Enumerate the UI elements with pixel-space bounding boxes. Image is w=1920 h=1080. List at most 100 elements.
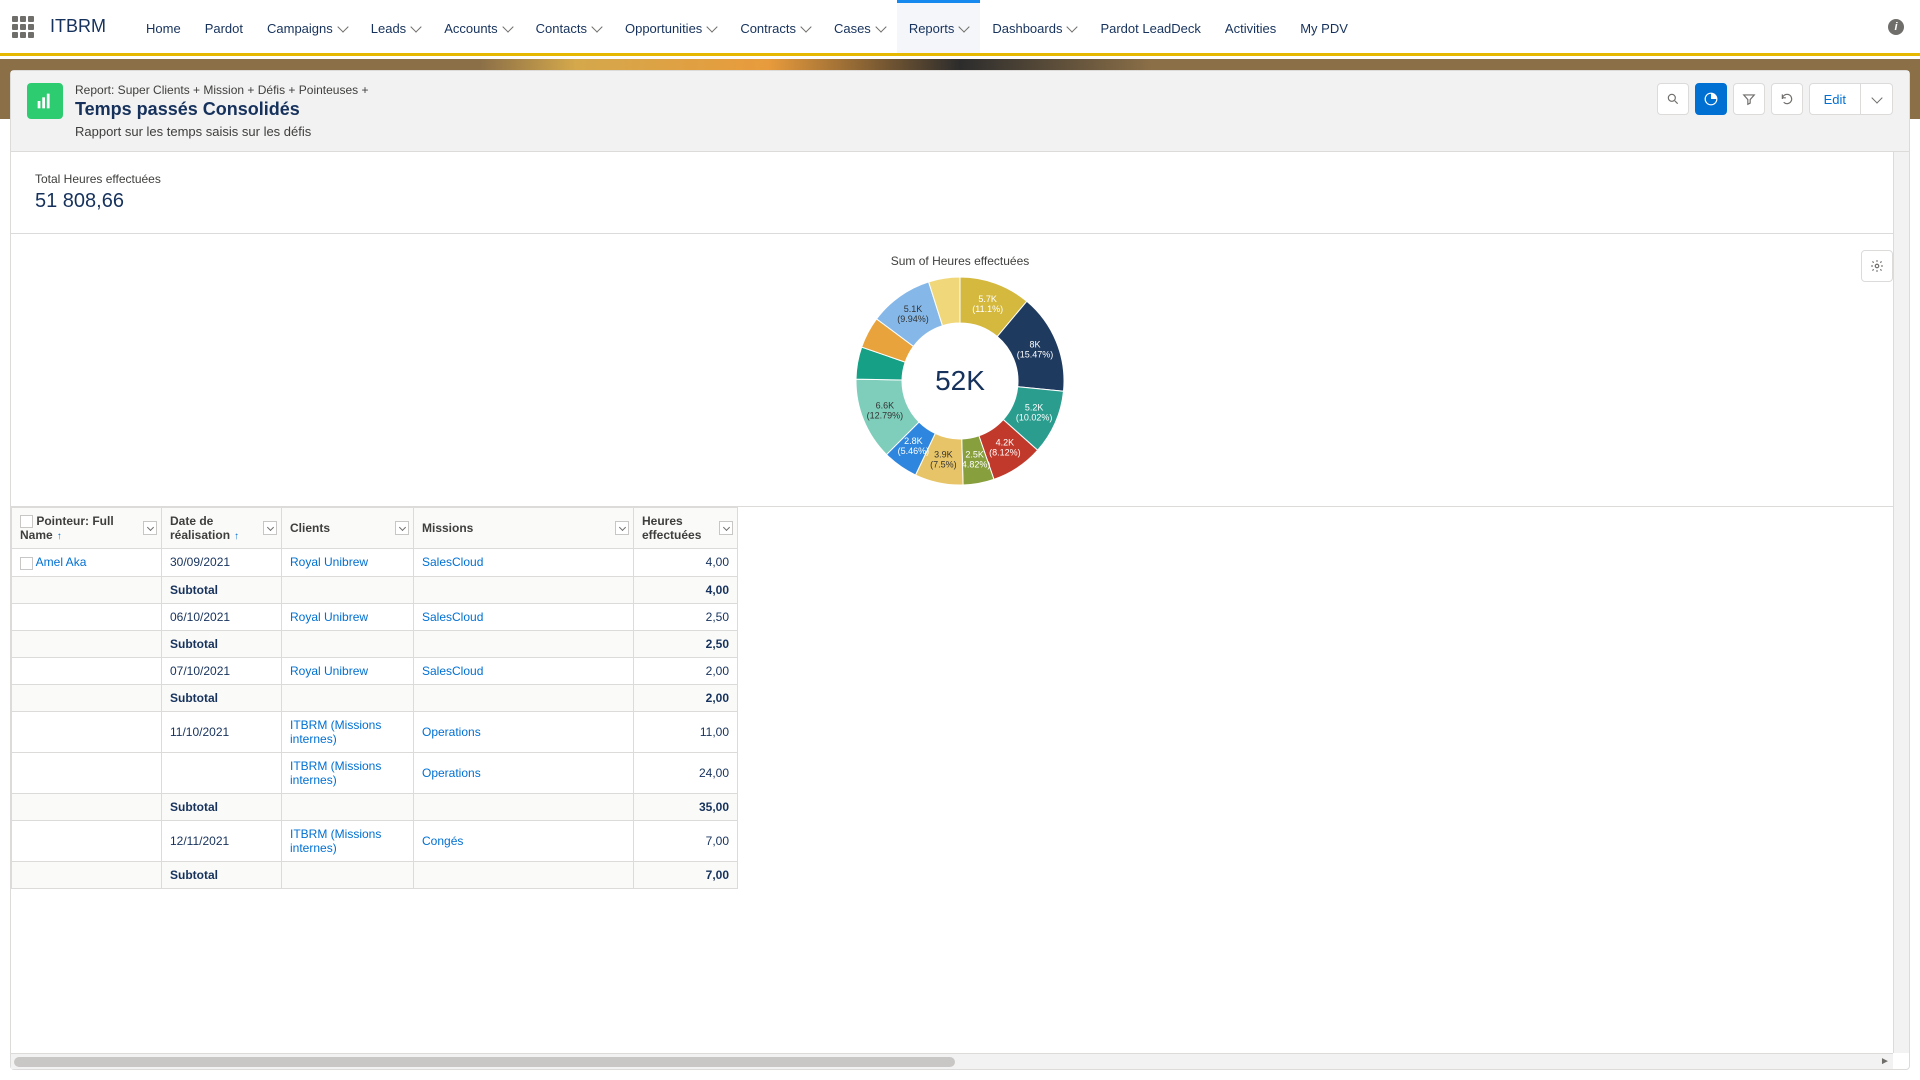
nav-tab-pardot[interactable]: Pardot	[193, 0, 255, 53]
cell-link[interactable]: ITBRM (Missions internes)	[290, 827, 381, 855]
slice-pct-label: (7.5%)	[930, 459, 957, 469]
row-checkbox[interactable]	[20, 557, 33, 570]
chart-section: Sum of Heures effectuées 5.7K(11.1%)8K(1…	[11, 234, 1909, 507]
cell-link[interactable]: SalesCloud	[422, 610, 483, 624]
refresh-button[interactable]	[1771, 83, 1803, 115]
table-cell	[282, 684, 414, 711]
nav-tab-label: Dashboards	[992, 21, 1062, 36]
cell-link[interactable]: SalesCloud	[422, 664, 483, 678]
table-cell	[282, 793, 414, 820]
vertical-scrollbar[interactable]	[1893, 152, 1909, 1053]
column-header[interactable]: Heures effectuées	[634, 508, 738, 549]
nav-tab-label: Pardot LeadDeck	[1100, 21, 1200, 36]
table-cell: 11,00	[634, 711, 738, 752]
app-launcher-icon[interactable]	[12, 16, 34, 38]
nav-tab-my-pdv[interactable]: My PDV	[1288, 0, 1360, 53]
metric-section: Total Heures effectuées 51 808,66	[11, 152, 1909, 234]
slice-value-label: 8K	[1029, 339, 1040, 349]
column-filter-icon[interactable]	[615, 521, 629, 535]
nav-tab-label: Accounts	[444, 21, 497, 36]
cell-value: Subtotal	[170, 583, 218, 597]
nav-tab-label: Contracts	[740, 21, 796, 36]
cell-link[interactable]: Amel Aka	[36, 555, 87, 569]
nav-tab-reports[interactable]: Reports	[897, 0, 981, 53]
nav-tab-opportunities[interactable]: Opportunities	[613, 0, 728, 53]
column-header[interactable]: Missions	[414, 508, 634, 549]
table-cell	[414, 684, 634, 711]
column-filter-icon[interactable]	[263, 521, 277, 535]
slice-pct-label: (10.02%)	[1016, 413, 1053, 423]
slice-value-label: 6.6K	[876, 400, 895, 410]
chevron-down-icon	[707, 21, 718, 32]
table-cell: 24,00	[634, 752, 738, 793]
nav-tab-label: Opportunities	[625, 21, 702, 36]
slice-pct-label: (8.12%)	[989, 447, 1021, 457]
cell-value: 4,00	[706, 583, 729, 597]
nav-tab-pardot-leaddeck[interactable]: Pardot LeadDeck	[1088, 0, 1212, 53]
table-cell	[12, 684, 162, 711]
cell-link[interactable]: Operations	[422, 766, 481, 780]
app-name: ITBRM	[50, 16, 106, 37]
slice-value-label: 2.8K	[904, 436, 923, 446]
nav-tab-contacts[interactable]: Contacts	[524, 0, 613, 53]
nav-tab-cases[interactable]: Cases	[822, 0, 897, 53]
scroll-thumb[interactable]	[14, 1057, 955, 1067]
horizontal-scrollbar[interactable]: ◄ ►	[11, 1053, 1893, 1069]
table-cell: 4,00	[634, 576, 738, 603]
slice-value-label: 5.2K	[1025, 403, 1044, 413]
nav-tab-contracts[interactable]: Contracts	[728, 0, 822, 53]
subtotal-row: Subtotal2,00	[12, 684, 738, 711]
column-filter-icon[interactable]	[143, 521, 157, 535]
info-icon[interactable]: i	[1888, 19, 1904, 35]
nav-tab-campaigns[interactable]: Campaigns	[255, 0, 359, 53]
nav-tab-accounts[interactable]: Accounts	[432, 0, 523, 53]
table-cell: Subtotal	[162, 630, 282, 657]
table-cell	[12, 576, 162, 603]
nav-tab-activities[interactable]: Activities	[1213, 0, 1288, 53]
select-all-checkbox[interactable]	[20, 515, 33, 528]
sort-icon: ↑	[57, 531, 62, 542]
cell-link[interactable]: SalesCloud	[422, 555, 483, 569]
column-header[interactable]: Pointeur: Full Name↑	[12, 508, 162, 549]
table-cell: Operations	[414, 752, 634, 793]
column-filter-icon[interactable]	[395, 521, 409, 535]
cell-value: 24,00	[699, 766, 729, 780]
edit-dropdown[interactable]	[1861, 83, 1893, 115]
column-header[interactable]: Clients	[282, 508, 414, 549]
cell-link[interactable]: ITBRM (Missions internes)	[290, 718, 381, 746]
top-bar: ITBRM HomePardotCampaignsLeads Accounts Co…	[0, 0, 1920, 56]
column-header[interactable]: Date de réalisation↑	[162, 508, 282, 549]
nav-tab-label: Cases	[834, 21, 871, 36]
column-filter-icon[interactable]	[719, 521, 733, 535]
breadcrumb: Report: Super Clients + Mission + Défis …	[75, 83, 368, 97]
cell-value: 2,50	[706, 610, 729, 624]
cell-link[interactable]: ITBRM (Missions internes)	[290, 759, 381, 787]
table-cell: Royal Unibrew	[282, 657, 414, 684]
cell-link[interactable]: Congés	[422, 834, 463, 848]
cell-link[interactable]: Royal Unibrew	[290, 610, 368, 624]
filter-button[interactable]	[1733, 83, 1765, 115]
table-section: Pointeur: Full Name↑Date de réalisation↑…	[11, 507, 1909, 889]
chevron-down-icon	[959, 21, 970, 32]
column-label: Date de réalisation	[170, 514, 230, 542]
cell-value: 07/10/2021	[170, 664, 230, 678]
table-cell: Amel Aka	[12, 549, 162, 576]
table-row: Amel Aka30/09/2021Royal UnibrewSalesClou…	[12, 549, 738, 576]
nav-tab-label: Reports	[909, 21, 955, 36]
cell-link[interactable]: Royal Unibrew	[290, 555, 368, 569]
scroll-right-arrow[interactable]: ►	[1877, 1054, 1893, 1070]
edit-button[interactable]: Edit	[1809, 83, 1861, 115]
column-label: Heures effectuées	[642, 514, 701, 542]
cell-link[interactable]: Operations	[422, 725, 481, 739]
nav-tab-home[interactable]: Home	[134, 0, 193, 53]
table-cell: 2,50	[634, 630, 738, 657]
nav-tab-dashboards[interactable]: Dashboards	[980, 0, 1088, 53]
nav-tab-leads[interactable]: Leads	[359, 0, 432, 53]
search-button[interactable]	[1657, 83, 1689, 115]
table-cell	[12, 793, 162, 820]
table-cell: 4,00	[634, 549, 738, 576]
table-cell: ITBRM (Missions internes)	[282, 752, 414, 793]
chart-toggle-button[interactable]	[1695, 83, 1727, 115]
cell-link[interactable]: Royal Unibrew	[290, 664, 368, 678]
table-cell	[414, 630, 634, 657]
